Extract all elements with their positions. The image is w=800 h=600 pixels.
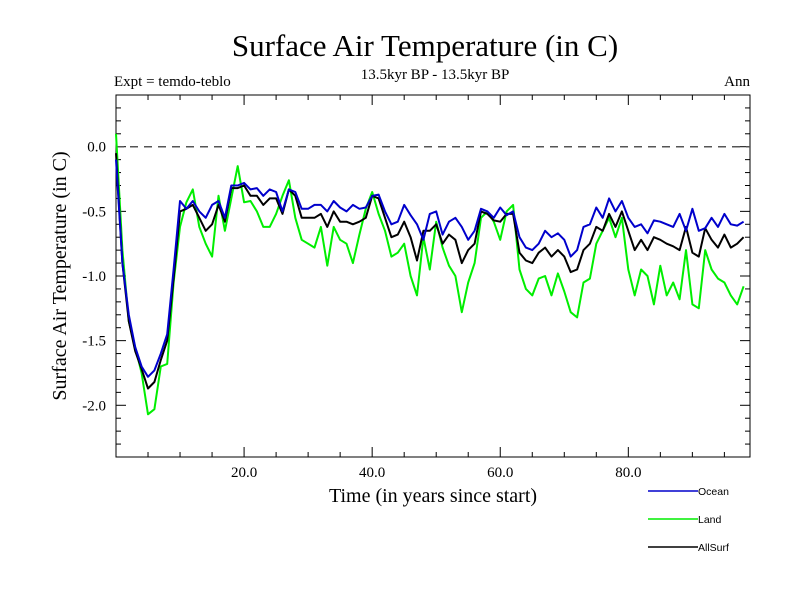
y-tick-label: -1.5 [82, 334, 106, 350]
series-line-allsurf [115, 153, 745, 390]
legend-label-allsurf: AllSurf [698, 542, 729, 554]
legend: Ocean Land AllSurf [648, 486, 729, 554]
series-line-land [115, 133, 745, 416]
y-tick-label: 0.0 [87, 140, 106, 156]
legend-label-ocean: Ocean [698, 486, 729, 498]
y-axis-label: Surface Air Temperature (in C) [49, 151, 71, 400]
x-tick-label: 40.0 [359, 465, 385, 481]
plot-frame [115, 94, 751, 458]
season-label: Ann [724, 74, 750, 90]
series-line-ocean [115, 159, 745, 378]
series-lines [115, 133, 745, 416]
x-tick-label: 80.0 [615, 465, 641, 481]
chart-title: Surface Air Temperature (in C) [232, 28, 618, 63]
y-tick-label: -1.0 [82, 269, 106, 285]
x-tick-labels: 20.0 40.0 60.0 80.0 [231, 465, 641, 481]
y-tick-label: -0.5 [82, 204, 106, 220]
period-label: 13.5kyr BP - 13.5kyr BP [361, 67, 510, 83]
x-axis-label: Time (in years since start) [329, 485, 537, 507]
axis-ticks [116, 95, 750, 457]
legend-label-land: Land [698, 514, 722, 526]
y-tick-label: -2.0 [82, 398, 106, 414]
y-tick-labels: 0.0 -0.5 -1.0 -1.5 -2.0 [82, 140, 106, 415]
x-tick-label: 60.0 [487, 465, 513, 481]
x-tick-label: 20.0 [231, 465, 257, 481]
experiment-label: Expt = temdo-teblo [114, 74, 231, 90]
